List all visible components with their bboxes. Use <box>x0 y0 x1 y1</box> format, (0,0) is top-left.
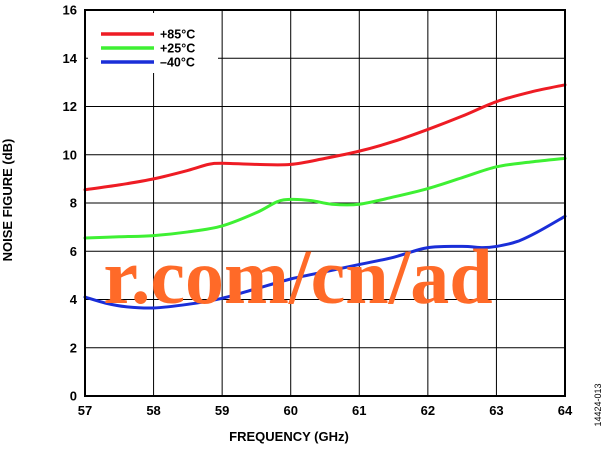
x-tick-label: 63 <box>489 403 503 418</box>
plot-frame <box>84 9 566 397</box>
y-tick-label: 2 <box>70 340 77 355</box>
x-tick-label: 60 <box>283 403 297 418</box>
x-tick-label: 59 <box>215 403 229 418</box>
legend: +85°C+25°C–40°C <box>88 13 218 73</box>
y-tick-labels: 0 2 4 6 8 10 12 14 16 <box>63 3 78 404</box>
y-tick-label: 12 <box>63 99 77 114</box>
legend-label-3: –40°C <box>160 56 195 70</box>
x-tick-labels: 57 58 59 60 61 62 63 64 <box>78 403 573 418</box>
y-tick-label: 10 <box>63 147 77 162</box>
legend-label-2: +25°C <box>160 42 195 56</box>
x-tick-label: 58 <box>146 403 160 418</box>
watermark-text: r.com/cn/ad <box>103 233 492 320</box>
y-tick-label: 16 <box>63 3 77 18</box>
series-line-2 <box>83 156 567 240</box>
x-axis-label: FREQUENCY (GHz) <box>229 429 349 444</box>
series-line-3 <box>83 214 567 310</box>
y-tick-label: 4 <box>70 292 78 307</box>
y-tick-label: 6 <box>70 244 77 259</box>
legend-background <box>88 13 218 73</box>
y-tick-label: 8 <box>70 196 77 211</box>
x-tick-label: 64 <box>558 403 573 418</box>
y-tick-label: 14 <box>63 51 78 66</box>
series-layer <box>83 83 567 310</box>
x-tick-label: 57 <box>78 403 92 418</box>
legend-label-1: +85°C <box>160 28 195 42</box>
x-tick-label: 62 <box>421 403 435 418</box>
y-tick-label: 0 <box>70 389 77 404</box>
y-axis-label: NOISE FIGURE (dB) <box>0 139 15 262</box>
x-tick-label: 61 <box>352 403 366 418</box>
figure-id-label: 14424-013 <box>593 383 603 426</box>
series-line-1 <box>83 83 567 192</box>
